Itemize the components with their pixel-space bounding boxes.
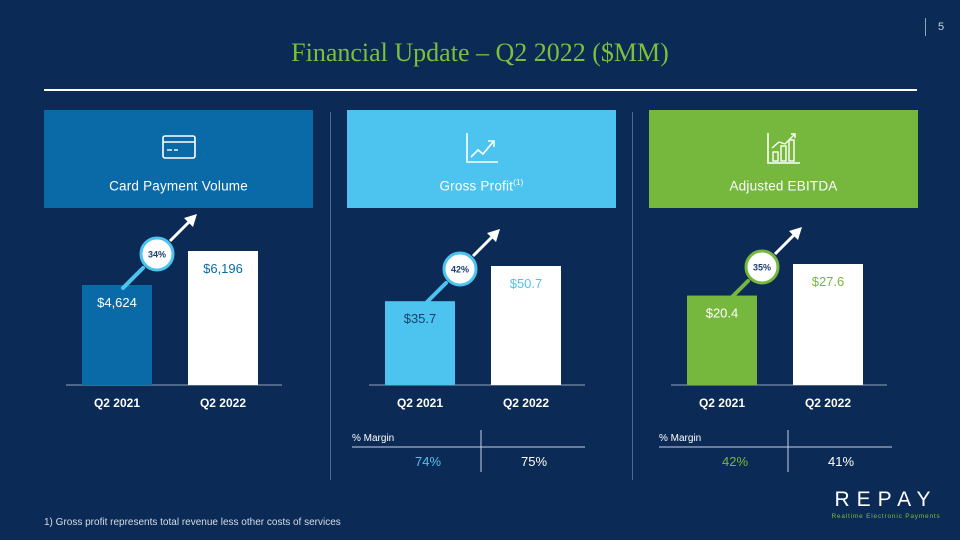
bar-q2-2021 [385,301,455,385]
data-label: $50.7 [510,276,543,291]
data-label: $4,624 [97,295,137,310]
bar-q2-2022 [188,251,258,385]
panel-header-label: Card Payment Volume [109,178,248,194]
bar-chart-icon [766,133,800,164]
repay-logo: REPAY Realtime Electronic Payments [826,488,946,520]
category-label: Q2 2021 [94,396,140,410]
growth-arrow-shaft [168,219,192,243]
panel-header-label: Gross Profit(1) [439,178,524,194]
growth-badge [442,251,478,287]
bar-chart-adjusted-ebitda: $20.4 Q2 2021 $27.6 Q2 2022 35% [671,227,887,410]
margin-value-q2-2021: 42% [722,454,748,469]
margin-value-q2-2022: 41% [828,454,854,469]
margin-value-q2-2022: 75% [521,454,547,469]
bar-q2-2021 [687,295,757,385]
category-label: Q2 2021 [397,396,443,410]
panel-header-label: Adjusted EBITDA [729,178,838,194]
margin-table-gross-profit: 74% 75% [352,430,585,472]
bar-q2-2022 [793,264,863,385]
panel-header-gross-profit: Gross Profit(1) [347,110,616,208]
growth-arrow-head [184,214,197,227]
margin-label: % Margin [659,433,702,444]
growth-percent: 42% [451,265,469,275]
panel-header-adjusted-ebitda: Adjusted EBITDA [649,110,918,208]
data-label: $35.7 [404,311,437,326]
category-label: Q2 2022 [805,396,851,410]
category-label: Q2 2022 [200,396,246,410]
growth-arrow-shaft [471,234,495,258]
line-chart-icon [465,133,498,163]
data-label: $20.4 [706,306,739,321]
credit-card-icon [161,135,196,159]
magnifier-handle [424,281,448,305]
page-title: Financial Update – Q2 2022 ($MM) [291,38,669,67]
bar-chart-card-payment-volume: $4,624 Q2 2021 $6,196 Q2 2022 34% [66,214,282,410]
growth-badge [744,249,780,285]
growth-percent: 34% [148,250,166,260]
data-label: $27.6 [812,274,845,289]
page-number: 5 [925,18,944,36]
panel-header-card-payment-volume: Card Payment Volume [44,110,313,208]
category-label: Q2 2022 [503,396,549,410]
footnote: 1) Gross profit represents total revenue… [44,517,341,528]
panel-divider [330,112,331,480]
margin-label: % Margin [352,433,395,444]
margin-value-q2-2021: 74% [415,454,441,469]
growth-arrow-head [789,227,802,240]
growth-percent: 35% [753,263,771,273]
bar-q2-2022 [491,266,561,385]
data-label: $6,196 [203,261,243,276]
title-rule [44,89,917,91]
bar-q2-2021 [82,284,152,385]
magnifier-handle [121,266,145,290]
bar-chart-gross-profit: $35.7 Q2 2021 $50.7 Q2 2022 42% [369,229,585,410]
panel-divider [632,112,633,480]
category-label: Q2 2021 [699,396,745,410]
growth-badge [139,236,175,272]
margin-table-adjusted-ebitda: 42% 41% [659,430,892,472]
magnifier-handle [726,279,750,303]
growth-arrow-head [487,229,500,242]
logo-wordmark: REPAY [834,488,938,511]
growth-arrow-shaft [773,232,797,256]
logo-tagline: Realtime Electronic Payments [831,513,941,520]
